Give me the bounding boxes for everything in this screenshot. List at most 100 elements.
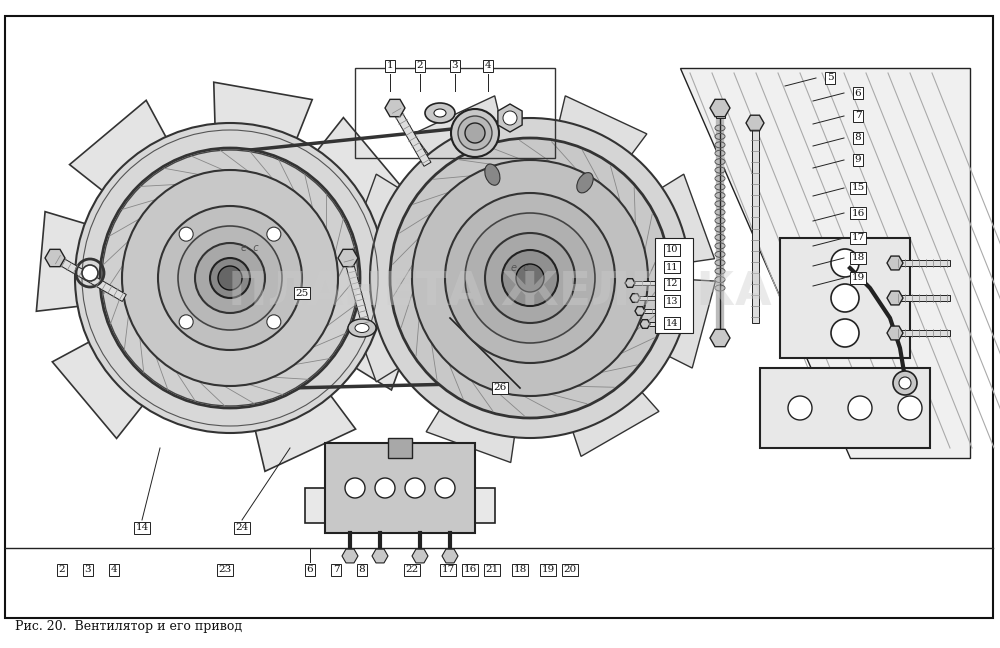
Circle shape [405, 478, 425, 498]
Polygon shape [344, 257, 370, 327]
Text: 12: 12 [666, 279, 678, 288]
Text: 7: 7 [333, 566, 339, 575]
Text: 3: 3 [85, 566, 91, 575]
Text: 5: 5 [827, 73, 833, 82]
Polygon shape [214, 82, 312, 237]
Text: e  c: e c [511, 263, 529, 273]
Ellipse shape [348, 319, 376, 337]
FancyBboxPatch shape [5, 16, 993, 618]
Circle shape [267, 227, 281, 241]
Circle shape [267, 315, 281, 329]
Text: 14: 14 [666, 319, 678, 327]
Polygon shape [680, 68, 970, 458]
Polygon shape [887, 326, 903, 340]
Circle shape [899, 377, 911, 389]
Polygon shape [640, 309, 680, 313]
Polygon shape [338, 249, 358, 267]
Text: 6: 6 [307, 566, 313, 575]
Polygon shape [345, 278, 489, 382]
Text: 13: 13 [666, 297, 678, 305]
Text: Рис. 20.  Вентилятор и его привод: Рис. 20. Вентилятор и его привод [15, 620, 242, 633]
Circle shape [218, 266, 242, 290]
Text: 1: 1 [387, 62, 393, 71]
Circle shape [178, 226, 282, 330]
Polygon shape [345, 174, 489, 278]
FancyBboxPatch shape [305, 488, 330, 523]
Circle shape [502, 250, 558, 306]
Text: 6: 6 [855, 89, 861, 97]
Text: 4: 4 [485, 62, 491, 71]
Text: 3: 3 [452, 62, 458, 71]
Polygon shape [710, 329, 730, 347]
Circle shape [516, 264, 544, 292]
Text: 15: 15 [851, 183, 865, 192]
Text: e  c: e c [241, 243, 259, 253]
Circle shape [465, 213, 595, 343]
Circle shape [75, 123, 385, 433]
Text: 26: 26 [493, 384, 507, 393]
Text: 17: 17 [441, 566, 455, 575]
Polygon shape [265, 275, 426, 390]
Text: 2: 2 [59, 566, 65, 575]
Polygon shape [385, 99, 405, 117]
Text: 18: 18 [513, 566, 527, 575]
Polygon shape [372, 549, 388, 563]
Text: 4: 4 [111, 566, 117, 575]
Text: 23: 23 [218, 566, 232, 575]
Polygon shape [887, 256, 903, 270]
Circle shape [82, 265, 98, 281]
Polygon shape [442, 549, 458, 563]
Circle shape [435, 478, 455, 498]
Text: 19: 19 [851, 273, 865, 283]
Text: 11: 11 [666, 262, 678, 272]
Circle shape [445, 193, 615, 363]
Circle shape [158, 206, 302, 350]
Ellipse shape [451, 109, 499, 157]
Polygon shape [498, 104, 522, 132]
Text: 25: 25 [295, 288, 309, 297]
Circle shape [831, 284, 859, 312]
Polygon shape [412, 549, 428, 563]
Text: 9: 9 [855, 156, 861, 165]
Polygon shape [716, 108, 724, 118]
Text: 2: 2 [417, 62, 423, 71]
Circle shape [345, 478, 365, 498]
Polygon shape [413, 96, 525, 240]
Circle shape [210, 258, 250, 298]
Polygon shape [342, 549, 358, 563]
Polygon shape [231, 310, 356, 471]
Ellipse shape [425, 103, 455, 123]
Circle shape [100, 148, 360, 408]
Polygon shape [752, 123, 759, 323]
Polygon shape [710, 99, 730, 117]
Text: 8: 8 [855, 133, 861, 143]
Circle shape [179, 315, 193, 329]
Polygon shape [392, 106, 431, 167]
Text: 8: 8 [359, 566, 365, 575]
FancyBboxPatch shape [655, 238, 693, 333]
Polygon shape [625, 279, 635, 287]
Text: 18: 18 [851, 253, 865, 262]
Text: 21: 21 [485, 566, 499, 575]
Text: 7: 7 [855, 111, 861, 121]
Circle shape [503, 111, 517, 125]
Polygon shape [426, 319, 530, 463]
Polygon shape [895, 330, 950, 336]
Polygon shape [252, 117, 408, 264]
Polygon shape [746, 115, 764, 131]
Text: 20: 20 [563, 566, 577, 575]
Polygon shape [635, 307, 645, 316]
Polygon shape [574, 273, 716, 368]
Text: 19: 19 [541, 566, 555, 575]
Circle shape [788, 396, 812, 420]
Polygon shape [535, 96, 647, 240]
Ellipse shape [577, 172, 593, 193]
Polygon shape [887, 291, 903, 305]
Polygon shape [571, 174, 715, 278]
Text: 24: 24 [235, 524, 249, 533]
Ellipse shape [355, 323, 369, 332]
FancyBboxPatch shape [470, 488, 495, 523]
Text: 10: 10 [666, 246, 678, 255]
Circle shape [195, 243, 265, 313]
Polygon shape [630, 294, 640, 303]
